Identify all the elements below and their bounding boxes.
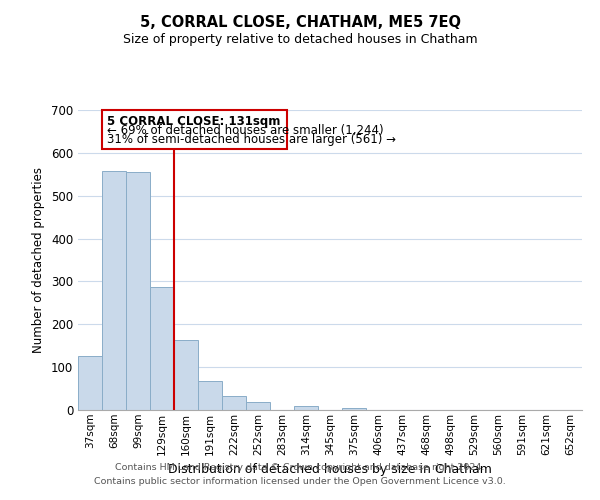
Bar [246, 402, 270, 410]
Bar [222, 396, 246, 410]
Bar [150, 287, 174, 410]
Text: 31% of semi-detached houses are larger (561) →: 31% of semi-detached houses are larger (… [107, 132, 396, 145]
Text: ← 69% of detached houses are smaller (1,244): ← 69% of detached houses are smaller (1,… [107, 124, 383, 136]
Text: Contains HM Land Registry data © Crown copyright and database right 2024.: Contains HM Land Registry data © Crown c… [115, 464, 485, 472]
Y-axis label: Number of detached properties: Number of detached properties [32, 167, 46, 353]
Bar [126, 172, 150, 410]
Text: Size of property relative to detached houses in Chatham: Size of property relative to detached ho… [122, 32, 478, 46]
X-axis label: Distribution of detached houses by size in Chatham: Distribution of detached houses by size … [168, 463, 492, 476]
Bar [102, 110, 287, 150]
Text: 5 CORRAL CLOSE: 131sqm: 5 CORRAL CLOSE: 131sqm [107, 115, 280, 128]
Bar [198, 381, 222, 410]
Text: Contains public sector information licensed under the Open Government Licence v3: Contains public sector information licen… [94, 477, 506, 486]
Bar [294, 406, 318, 410]
Bar [78, 356, 102, 410]
Bar [174, 340, 198, 410]
Bar [102, 172, 126, 410]
Bar [342, 408, 366, 410]
Text: 5, CORRAL CLOSE, CHATHAM, ME5 7EQ: 5, CORRAL CLOSE, CHATHAM, ME5 7EQ [139, 15, 461, 30]
